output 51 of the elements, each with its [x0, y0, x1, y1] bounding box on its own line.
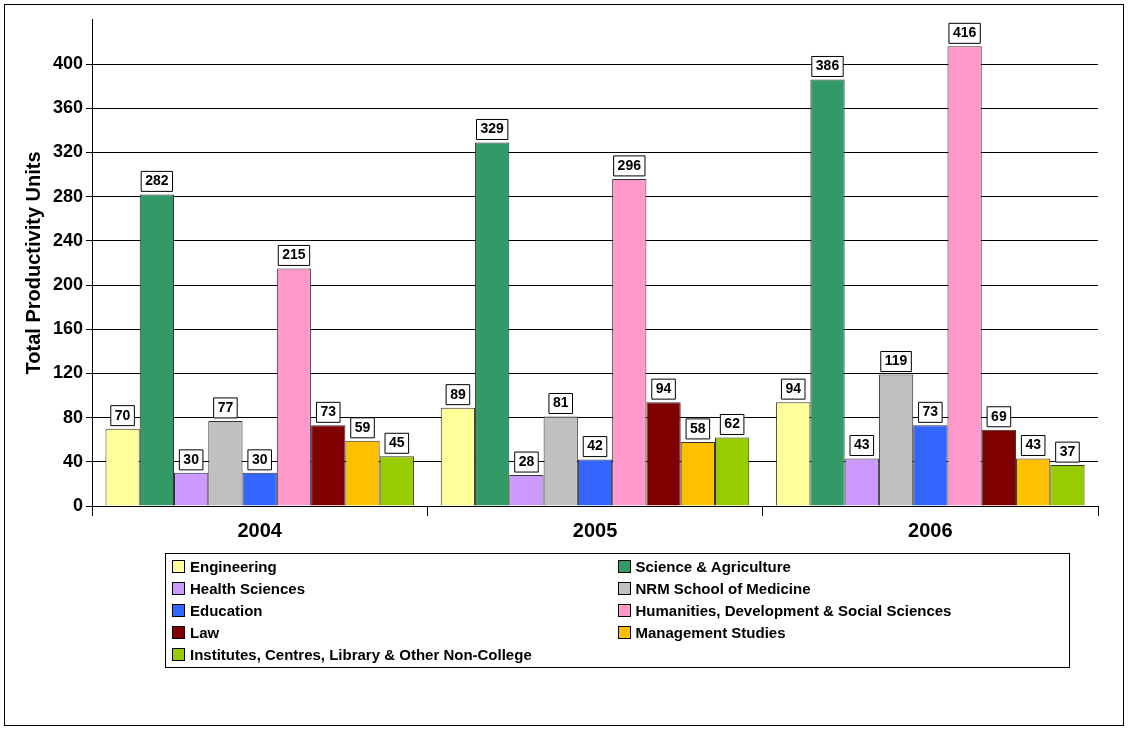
data-label: 45: [389, 434, 405, 451]
y-tick-label: 120: [52, 362, 84, 383]
x-tick-label: 2004: [237, 518, 283, 541]
data-label: 81: [552, 394, 569, 411]
y-tick-label: 160: [52, 318, 84, 339]
data-label: 37: [1059, 442, 1076, 459]
data-label: 30: [251, 450, 268, 467]
x-tick-label: 2005: [572, 518, 618, 541]
legend-label: Humanities, Development & Social Sciences: [635, 602, 952, 619]
data-label: 42: [587, 437, 604, 454]
data-label: 43: [853, 436, 870, 453]
data-label: 215: [282, 246, 306, 263]
data-label: 70: [114, 406, 131, 423]
data-label: 30: [183, 450, 200, 467]
y-axis-title: Total Productivity Units: [21, 151, 44, 375]
data-label: 94: [785, 379, 802, 396]
y-tick-label: 280: [52, 185, 84, 206]
legend-label: Management Studies: [635, 624, 786, 641]
legend-label: Education: [190, 602, 263, 619]
data-label: 416: [952, 24, 977, 41]
legend-label: Health Sciences: [190, 580, 306, 597]
y-tick-label: 40: [63, 450, 84, 471]
data-label: 43: [1025, 436, 1042, 453]
y-tick-label: 200: [52, 273, 84, 294]
data-label: 296: [617, 156, 642, 173]
legend-label: Institutes, Centres, Library & Other Non-College: [190, 646, 532, 663]
data-label: 58: [690, 419, 706, 436]
data-label: 73: [922, 403, 939, 420]
y-tick-label: 320: [52, 141, 84, 162]
y-tick-label: 400: [52, 52, 84, 73]
data-label: 89: [450, 385, 466, 402]
data-label: 73: [320, 403, 337, 420]
data-label: 119: [884, 352, 908, 369]
data-label: 329: [480, 120, 505, 137]
data-label: 69: [991, 407, 1007, 424]
data-label: 62: [724, 415, 741, 432]
x-tick-label: 2006: [908, 518, 953, 541]
y-tick-label: 360: [52, 97, 84, 118]
legend-label: Law: [190, 624, 220, 641]
data-label: 77: [217, 398, 234, 415]
y-tick-label: 240: [52, 229, 84, 250]
y-tick-label: 0: [73, 494, 84, 515]
data-label: 59: [354, 418, 371, 435]
data-label: 94: [655, 379, 672, 396]
data-label: 28: [518, 452, 535, 469]
data-label: 282: [145, 172, 169, 189]
data-label: 386: [815, 57, 840, 74]
y-tick-label: 80: [63, 406, 84, 427]
legend-label: NRM School of Medicine: [635, 580, 811, 597]
legend-label: Engineering: [190, 558, 277, 575]
legend-label: Science & Agriculture: [635, 558, 791, 575]
